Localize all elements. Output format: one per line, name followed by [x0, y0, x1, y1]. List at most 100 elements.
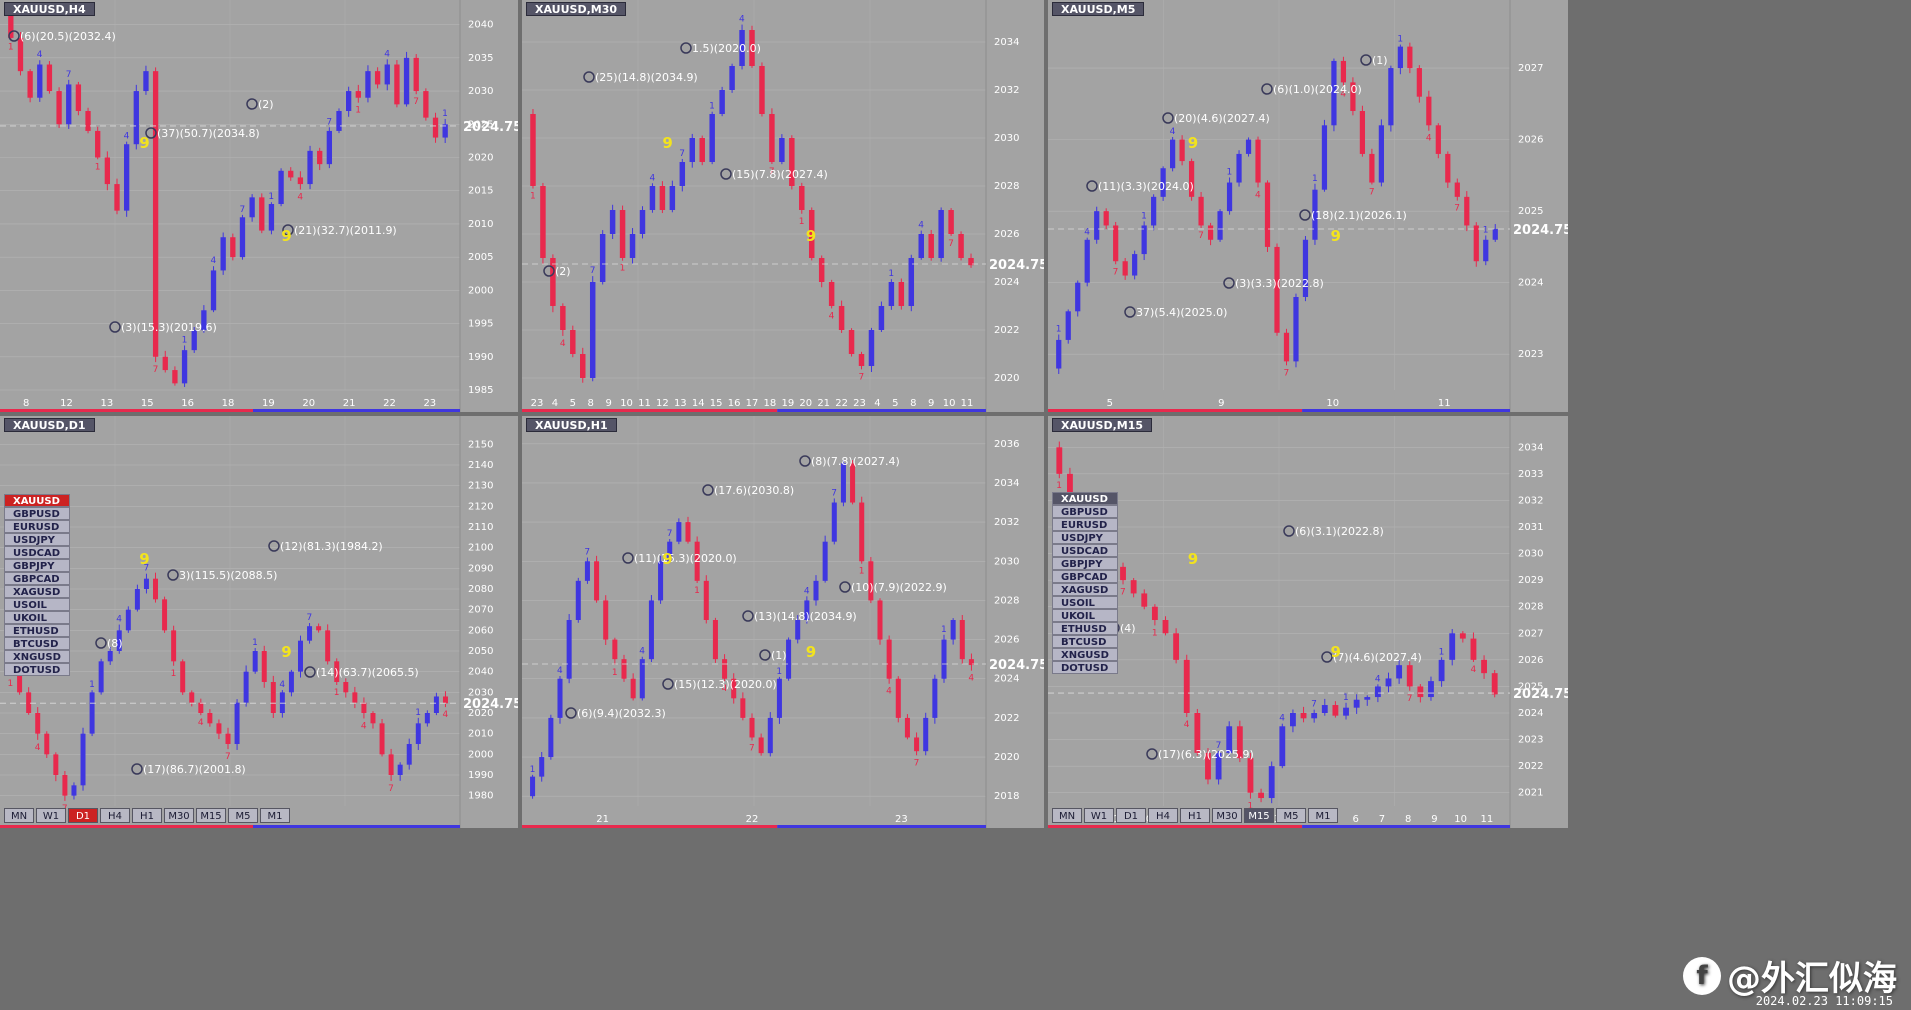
wave-count: 4 [211, 256, 217, 266]
candle-body [557, 678, 563, 718]
tf-button-mn[interactable]: MN [1052, 808, 1082, 823]
y-tick-label: 2032 [994, 85, 1019, 96]
candle-body [397, 764, 403, 775]
symbol-item-gbpjpy[interactable]: GBPJPY [1052, 557, 1118, 570]
pivot-marker [543, 265, 555, 277]
symbol-item-usdcad[interactable]: USDCAD [4, 546, 70, 559]
chart-title: XAUUSD,M30 [526, 2, 627, 16]
candle-body [530, 776, 536, 797]
symbol-item-ethusd[interactable]: ETHUSD [1052, 622, 1118, 635]
pivot-marker [799, 455, 811, 467]
y-tick-label: 2031 [1518, 522, 1543, 533]
tf-button-mn[interactable]: MN [4, 808, 34, 823]
wave-count: 4 [739, 15, 745, 25]
candle-body [639, 659, 645, 699]
symbol-item-usdcad[interactable]: USDCAD [1052, 544, 1118, 557]
candle-body [1122, 261, 1128, 276]
tf-button-d1[interactable]: D1 [1116, 808, 1146, 823]
tf-button-w1[interactable]: W1 [36, 808, 66, 823]
symbol-item-xngusd[interactable]: XNGUSD [4, 650, 70, 663]
symbol-item-usoil[interactable]: USOIL [1052, 596, 1118, 609]
candle-body [1353, 699, 1360, 708]
symbol-item-eurusd[interactable]: EURUSD [1052, 518, 1118, 531]
tf-button-h4[interactable]: H4 [100, 808, 130, 823]
symbol-item-gbpusd[interactable]: GBPUSD [4, 507, 70, 520]
y-tick-label: 2026 [994, 229, 1019, 240]
symbol-item-xauusd[interactable]: XAUUSD [1052, 492, 1118, 505]
wave-count: 1 [799, 217, 805, 227]
session-strip [777, 825, 986, 828]
symbol-item-dotusd[interactable]: DOTUSD [1052, 661, 1118, 674]
wave-annotation: (12)(81.3)(1984.2) [280, 540, 383, 553]
tf-button-h1[interactable]: H1 [132, 808, 162, 823]
symbol-item-gbpcad[interactable]: GBPCAD [1052, 570, 1118, 583]
x-tick-label: 7 [1379, 814, 1385, 825]
symbol-item-usdjpy[interactable]: USDJPY [1052, 531, 1118, 544]
wave-count: 1 [182, 335, 188, 345]
candle-body [712, 620, 718, 660]
current-price-label: 2024.751 [1513, 223, 1568, 238]
tf-button-m5[interactable]: M5 [1276, 808, 1306, 823]
y-tick-label: 2036 [994, 439, 1019, 450]
chart-panel[interactable]: 2027 2026 2025 2024 2023 1 4 7 1 4 7 1 4 7 1 4 7 1 4 7 1 2024… [1048, 0, 1568, 412]
wave-count: 1 [859, 567, 865, 577]
pivot-marker [720, 168, 732, 180]
chart-panel[interactable]: 2034 2032 2030 2028 2026 2024 2022 2020 1 4 7 1 4 7 1 4… [522, 0, 1044, 412]
symbol-item-dotusd[interactable]: DOTUSD [4, 663, 70, 676]
symbol-item-usoil[interactable]: USOIL [4, 598, 70, 611]
tf-button-h4[interactable]: H4 [1148, 808, 1178, 823]
tf-button-d1[interactable]: D1 [68, 808, 98, 823]
wave-count: 1 [1227, 167, 1233, 177]
symbol-item-xagusd[interactable]: XAGUSD [1052, 583, 1118, 596]
symbol-item-gbpjpy[interactable]: GBPJPY [4, 559, 70, 572]
tf-button-m5[interactable]: M5 [228, 808, 258, 823]
tf-button-m30[interactable]: M30 [1212, 808, 1242, 823]
wave-count: 4 [804, 586, 810, 596]
tf-button-m1[interactable]: M1 [260, 808, 290, 823]
candle-body [594, 561, 600, 601]
tf-button-m15[interactable]: M15 [196, 808, 226, 823]
tf-button-h1[interactable]: H1 [1180, 808, 1210, 823]
x-tick-label: 23 [531, 398, 544, 409]
chart-panel[interactable]: 2040 2035 2030 2025 2020 2015 2010 2005 2000 1995… [0, 0, 518, 412]
chart-panel[interactable]: 2034 2033 2032 2031 2030 2029 2028 2027 2026 2025… [1048, 416, 1568, 828]
symbol-item-ethusd[interactable]: ETHUSD [4, 624, 70, 637]
tf-button-m15[interactable]: M15 [1244, 808, 1274, 823]
wave-annotation: (1) [1372, 54, 1388, 67]
candle-body [1141, 593, 1148, 607]
symbol-item-btcusd[interactable]: BTCUSD [4, 637, 70, 650]
pivot-marker [1299, 209, 1311, 221]
wave-annotation: (3)(15.3)(2019.6) [121, 321, 217, 334]
tf-button-w1[interactable]: W1 [1084, 808, 1114, 823]
symbol-item-eurusd[interactable]: EURUSD [4, 520, 70, 533]
symbol-item-btcusd[interactable]: BTCUSD [1052, 635, 1118, 648]
candle-body [729, 66, 735, 90]
wave-count: 4 [1340, 89, 1346, 99]
y-tick-label: 2030 [1518, 549, 1543, 560]
candle-body [1350, 82, 1356, 111]
symbol-item-gbpcad[interactable]: GBPCAD [4, 572, 70, 585]
symbol-item-ukoil[interactable]: UKOIL [1052, 609, 1118, 622]
symbol-item-xngusd[interactable]: XNGUSD [1052, 648, 1118, 661]
session-strip [1302, 825, 1510, 828]
tf-button-m1[interactable]: M1 [1308, 808, 1338, 823]
wave-count: 4 [361, 721, 367, 731]
chart-panel[interactable]: 2150 2140 2130 2120 2110 2100 2090 2080 2070 2060… [0, 416, 518, 828]
candle-body [423, 91, 429, 118]
symbol-item-xauusd[interactable]: XAUUSD [4, 494, 70, 507]
session-strip [777, 409, 986, 412]
wave-annotation: (2) [555, 265, 571, 278]
symbol-item-ukoil[interactable]: UKOIL [4, 611, 70, 624]
symbol-item-gbpusd[interactable]: GBPUSD [1052, 505, 1118, 518]
tf-button-m30[interactable]: M30 [164, 808, 194, 823]
candle-body [850, 463, 856, 503]
wave-count: 7 [413, 97, 419, 107]
wave-count: 4 [1279, 714, 1285, 724]
candle-body [80, 733, 86, 786]
symbol-item-xagusd[interactable]: XAGUSD [4, 585, 70, 598]
chart-panel[interactable]: 2036 2034 2032 2030 2028 2026 2024 2022 2020 2018… [522, 416, 1044, 828]
candle-body [181, 350, 188, 384]
pivot-marker [742, 610, 754, 622]
candle-body [270, 682, 276, 713]
symbol-item-usdjpy[interactable]: USDJPY [4, 533, 70, 546]
